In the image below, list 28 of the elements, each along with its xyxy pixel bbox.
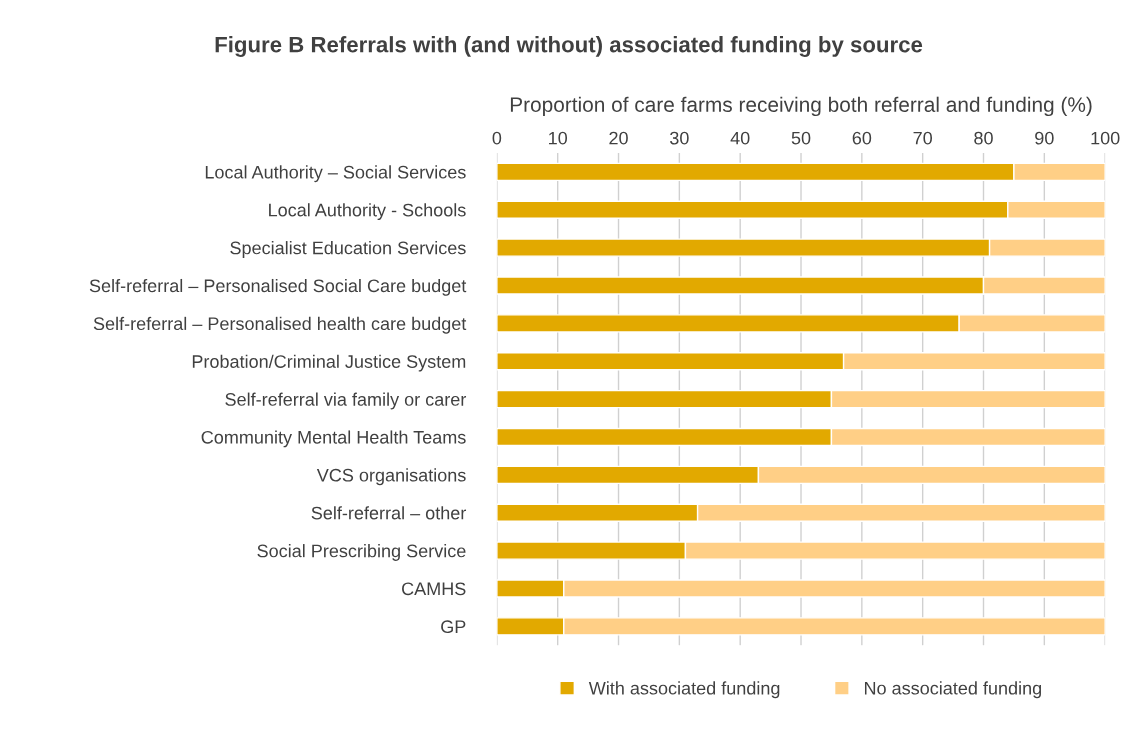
x-tick-label: 50 (791, 131, 811, 145)
chart-title: Figure B Referrals with (and without) associated funding by source (215, 36, 923, 57)
y-tick-label: Self-referral – Personalised health care budget (93, 316, 467, 334)
x-tick-label: 100 (1091, 131, 1120, 145)
x-tick-label: 70 (913, 131, 933, 145)
x-tick-label: 10 (549, 131, 568, 145)
x-tick-label: 20 (609, 131, 628, 145)
y-tick-label: Local Authority - Schools (269, 203, 466, 221)
x-tick-label: 80 (974, 131, 993, 145)
y-tick-label: VCS organisations (316, 468, 466, 486)
x-tick-label: 0 (492, 131, 502, 145)
legend-label: No associated funding (864, 681, 1042, 699)
x-tick-label: 90 (1035, 131, 1054, 145)
y-tick-label: Self-referral via family or carer (225, 392, 467, 410)
y-tick-label: CAMHS (402, 582, 466, 596)
y-tick-label: Specialist Education Services (230, 241, 466, 258)
y-tick-label: GP (441, 620, 466, 634)
x-tick-label: 40 (730, 131, 750, 145)
y-tick-label: Self-referral – other (311, 506, 467, 520)
y-tick-label: Self-referral – Personalised Social Care budget (89, 278, 467, 296)
x-axis-title: Proportion of care farms receiving both referral and funding (%) (510, 96, 1092, 117)
y-tick-label: Community Mental Health Teams (201, 430, 466, 448)
x-tick-label: 60 (852, 131, 872, 145)
x-tick-label: 30 (670, 131, 689, 145)
y-tick-label: Probation/Criminal Justice System (192, 354, 466, 372)
y-tick-label: Social Prescribing Service (257, 544, 466, 561)
y-tick-label: Local Authority – Social Services (205, 165, 466, 183)
legend-label: With associated funding (588, 681, 780, 699)
